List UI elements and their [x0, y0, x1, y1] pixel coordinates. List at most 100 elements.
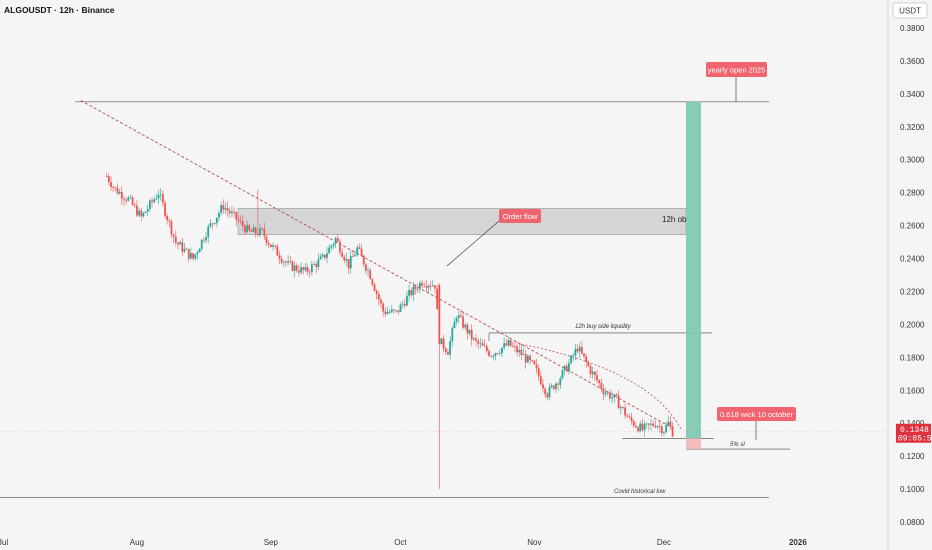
candle-body [183, 248, 186, 252]
candle-body [665, 424, 668, 433]
candle-body [399, 304, 402, 312]
candle-body [537, 368, 540, 377]
y-tick-label: 0.2800 [900, 189, 925, 198]
candle-body [261, 228, 264, 229]
candle-body [634, 425, 637, 428]
candle-body [524, 354, 527, 363]
candle-body [349, 256, 352, 269]
candle-body [356, 247, 359, 255]
candle-body [475, 338, 477, 341]
candle-body [615, 394, 618, 396]
candle-body [578, 347, 581, 352]
candle-body [220, 205, 223, 214]
candle-body [431, 285, 434, 287]
candle-body [352, 256, 354, 257]
candle-body [576, 348, 579, 352]
candle-body [323, 254, 326, 258]
candle-body [656, 426, 659, 428]
candle-body [345, 259, 348, 261]
candle-body [505, 343, 508, 346]
y-tick-label: 0.1600 [900, 386, 925, 395]
candle-body [222, 205, 225, 210]
candle-body [114, 186, 117, 188]
chart-title: ALGOUSDT · 12h · Binance [4, 5, 115, 15]
candle-body [241, 220, 244, 227]
candle-body [518, 349, 521, 353]
candle-body [574, 348, 577, 356]
candle-body [282, 261, 285, 263]
candle-body [166, 215, 169, 221]
candle-body [492, 356, 495, 357]
candle-body [248, 225, 251, 231]
candle-body [159, 194, 162, 196]
candle-body [468, 329, 471, 334]
order-flow-pointer [446, 220, 500, 267]
y-tick-label: 0.3000 [900, 156, 925, 165]
candle-body [425, 286, 428, 288]
candle-body [658, 426, 661, 428]
candle-body [185, 248, 188, 250]
candle-body [388, 312, 391, 313]
candle-body [164, 202, 166, 216]
candle-body [302, 267, 305, 271]
y-tick-labels: 0.3800 0.3600 0.3400 0.3200 0.3000 0.2800 0.26… [900, 24, 925, 527]
candle-body [671, 426, 674, 437]
candle-body [136, 205, 138, 216]
candle-body [254, 227, 257, 234]
candle-body [531, 359, 534, 361]
candle-body [341, 252, 344, 257]
candle-body [503, 343, 506, 348]
candle-body [375, 290, 378, 294]
candle-body [619, 407, 622, 409]
candle-body [291, 261, 294, 271]
candle-body [360, 248, 363, 256]
candle-body [589, 365, 592, 375]
candle-body [330, 245, 333, 248]
candle-body [434, 285, 436, 289]
candle-body [300, 267, 302, 273]
x-tick-label: Nov [527, 538, 541, 547]
candle-body [293, 265, 296, 271]
order-block-label: 12h ob [662, 215, 687, 224]
candle-body [321, 254, 324, 257]
yearly-open-label-bg [706, 62, 767, 77]
y-tick-label: 0.3800 [900, 24, 925, 33]
candle-body [408, 290, 410, 296]
candle-body [533, 360, 536, 365]
candle-body [382, 303, 385, 312]
candle-body [481, 343, 484, 346]
candle-body [403, 303, 406, 306]
candle-body [490, 355, 493, 357]
candle-body [630, 417, 633, 422]
candle-body [170, 221, 173, 235]
candle-body [466, 324, 469, 334]
candle-body [647, 423, 650, 425]
candle-body [131, 197, 134, 205]
candle-body [313, 264, 315, 265]
y-tick-label: 0.0800 [900, 518, 925, 527]
candle-body [418, 282, 421, 290]
candle-body [416, 289, 419, 290]
candle-body [600, 383, 603, 390]
candle-body [107, 176, 110, 183]
candle-body [155, 198, 158, 200]
candle-body [371, 279, 374, 285]
candle-body [429, 285, 432, 287]
candle-body [148, 200, 151, 209]
candle-body [120, 192, 123, 199]
last-price-badge [896, 423, 931, 443]
y-tick-label: 0.3200 [900, 123, 925, 132]
x-tick-label: Jul [0, 538, 8, 547]
candle-body [133, 204, 136, 206]
candle-body [367, 270, 369, 272]
candle-body [339, 241, 341, 253]
currency-label: USDT [899, 7, 921, 16]
candle-body [390, 309, 393, 313]
candle-body [542, 384, 544, 389]
price-axis[interactable]: USDT 0.3800 0.3600 0.3400 0.3200 0.3000 0.280… [887, 0, 928, 550]
candle-body [196, 252, 199, 255]
candle-body [393, 309, 395, 311]
candle-body [192, 253, 194, 259]
